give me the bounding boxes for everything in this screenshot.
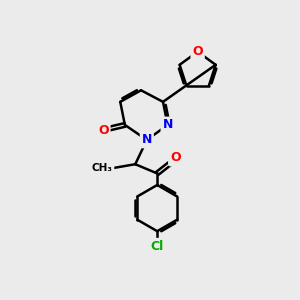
Text: O: O	[98, 124, 109, 137]
Text: N: N	[142, 134, 152, 146]
Text: O: O	[170, 152, 181, 164]
Text: CH₃: CH₃	[92, 163, 113, 173]
Text: O: O	[192, 45, 203, 58]
Text: N: N	[162, 118, 173, 131]
Text: Cl: Cl	[151, 240, 164, 253]
